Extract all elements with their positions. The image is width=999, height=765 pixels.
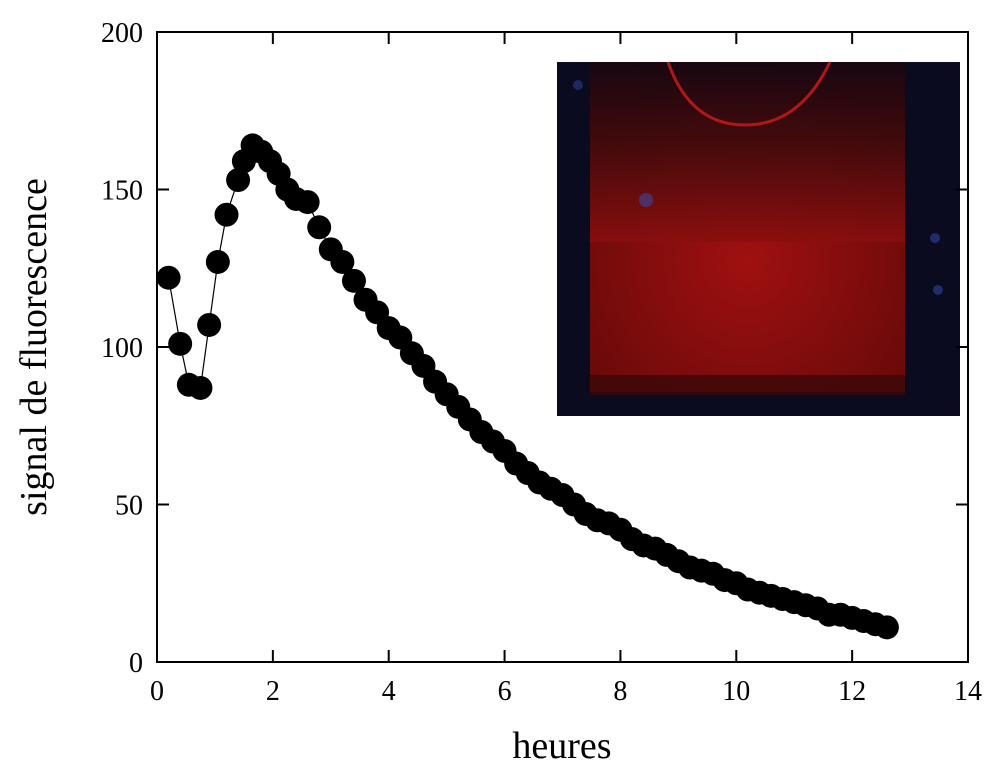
data-point	[330, 249, 355, 274]
y-tick-label: 50	[115, 491, 143, 522]
x-tick-label: 14	[954, 676, 982, 707]
data-point	[205, 249, 230, 274]
x-tick-label: 10	[722, 676, 750, 707]
y-tick-label: 150	[101, 176, 143, 207]
y-axis-label: signal de fluorescence	[13, 178, 55, 516]
data-point	[295, 190, 320, 215]
data-point	[188, 375, 213, 400]
data-point	[307, 215, 332, 240]
data-point	[168, 331, 193, 356]
data-point	[874, 615, 899, 640]
data-point	[341, 268, 366, 293]
y-tick-label: 100	[101, 333, 143, 364]
x-tick-label: 8	[613, 676, 627, 707]
data-point	[214, 202, 239, 227]
x-tick-label: 0	[150, 676, 164, 707]
x-tick-label: 6	[498, 676, 512, 707]
data-point	[156, 265, 181, 290]
data-point	[226, 168, 251, 193]
inset-photo	[557, 61, 960, 416]
x-tick-label: 2	[266, 676, 280, 707]
x-tick-label: 12	[838, 676, 866, 707]
x-tick-label: 4	[382, 676, 396, 707]
y-tick-label: 200	[101, 18, 143, 49]
x-axis-label: heures	[512, 725, 611, 765]
data-point	[197, 312, 222, 337]
y-tick-label: 0	[129, 648, 143, 679]
